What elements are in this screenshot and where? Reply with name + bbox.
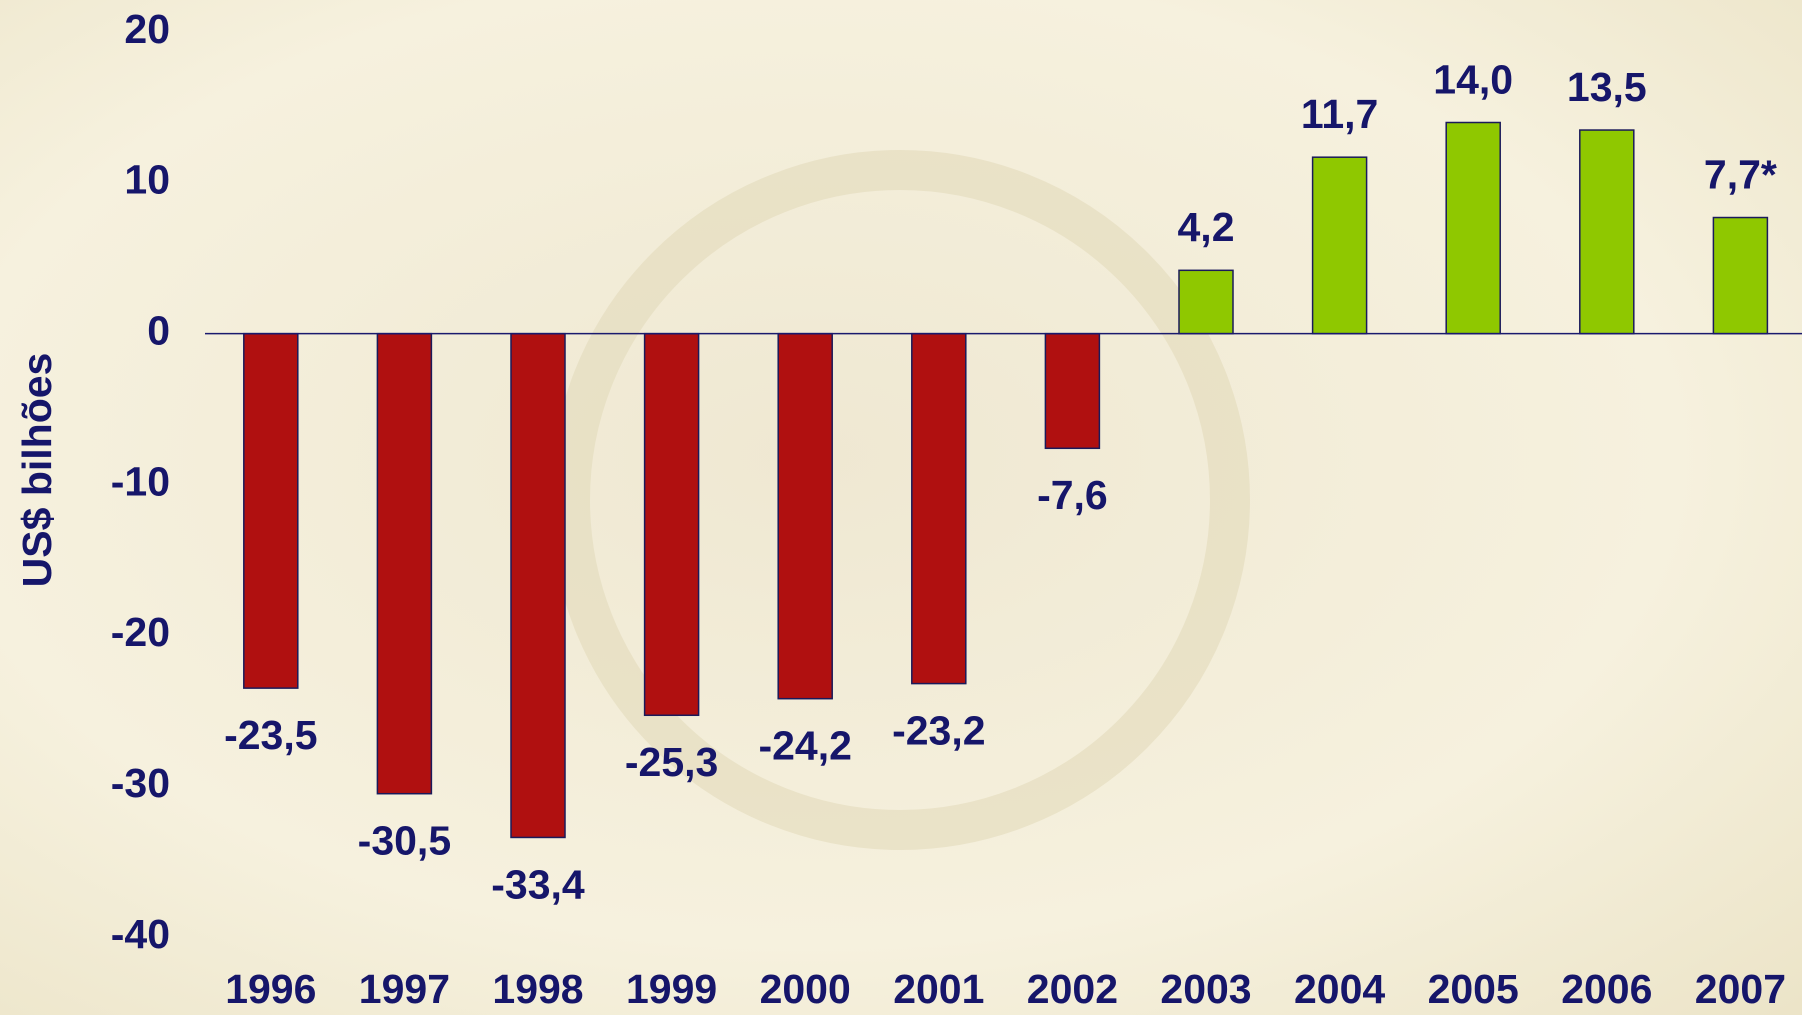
value-label: 7,7*: [1704, 151, 1777, 197]
value-label: -23,5: [224, 712, 317, 758]
value-label: 4,2: [1178, 204, 1235, 250]
value-label: -33,4: [491, 861, 585, 907]
bar: [1712, 216, 1769, 335]
x-tick-label: 1996: [225, 966, 316, 1012]
y-tick-label: -20: [111, 609, 170, 655]
bar: [510, 332, 566, 839]
x-tick-label: 2000: [760, 966, 851, 1012]
x-tick-label: 2004: [1294, 966, 1385, 1012]
x-tick-label: 2001: [893, 966, 984, 1012]
value-label: 14,0: [1433, 56, 1513, 102]
y-tick-label: 20: [124, 6, 170, 52]
x-tick-label: 1997: [359, 966, 450, 1012]
x-tick-label: 2003: [1160, 966, 1251, 1012]
y-axis-label: US$ bilhões: [14, 353, 60, 588]
bar: [1311, 156, 1368, 335]
bar: [911, 332, 967, 685]
value-label: 11,7: [1301, 91, 1379, 137]
y-tick-label: -40: [111, 911, 170, 957]
bar: [1579, 129, 1635, 335]
value-label: -7,6: [1037, 472, 1108, 518]
x-tick-label: 2007: [1695, 966, 1786, 1012]
x-tick-label: 2006: [1561, 966, 1652, 1012]
value-label: 13,5: [1567, 64, 1647, 110]
bar: [643, 332, 700, 717]
bar: [1044, 332, 1101, 450]
value-label: -30,5: [358, 818, 451, 864]
bar: [777, 332, 833, 700]
x-tick-label: 2002: [1027, 966, 1118, 1012]
watermark: [550, 150, 1250, 850]
y-tick-label: 0: [147, 307, 170, 353]
y-tick-label: -30: [111, 760, 170, 806]
bar: [243, 332, 299, 689]
bar: [1178, 269, 1234, 335]
bar: [1445, 121, 1501, 335]
x-tick-label: 1998: [492, 966, 583, 1012]
value-label: -24,2: [758, 723, 851, 769]
y-tick-label: 10: [124, 157, 170, 203]
x-tick-label: 1999: [626, 966, 717, 1012]
value-label: -23,2: [892, 707, 985, 753]
bar: [376, 332, 433, 795]
x-tick-label: 2005: [1428, 966, 1519, 1012]
value-label: -25,3: [625, 739, 718, 785]
y-tick-label: -10: [111, 458, 170, 504]
